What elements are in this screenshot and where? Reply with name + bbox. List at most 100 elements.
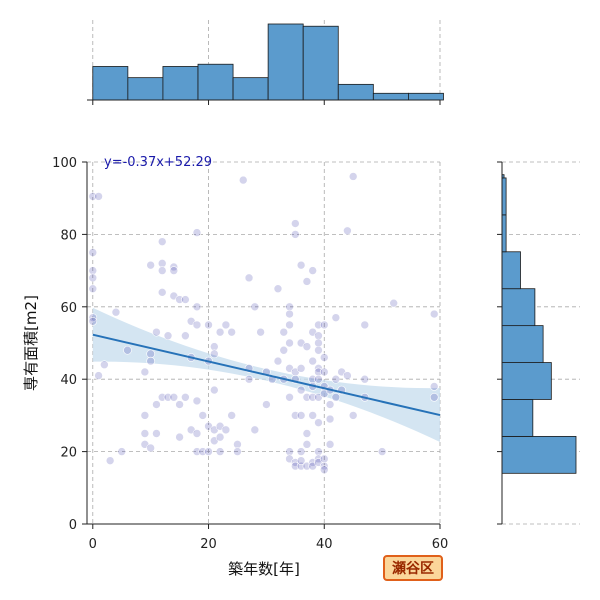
top-ticks bbox=[92, 100, 441, 105]
top-hist-bar bbox=[162, 66, 199, 101]
scatter-point bbox=[152, 429, 161, 438]
scatter-point bbox=[88, 316, 98, 326]
y-tick-label: 0 bbox=[69, 518, 77, 533]
scatter-point bbox=[215, 447, 225, 456]
scatter-point bbox=[296, 385, 306, 395]
scatter-point bbox=[105, 456, 115, 465]
scatter-point bbox=[279, 327, 289, 337]
y-axis-label: 専有面積[m2] bbox=[22, 295, 40, 391]
scatter-point bbox=[146, 349, 155, 359]
scatter-point bbox=[117, 447, 127, 456]
regression-equation: y=-0.37x+52.29 bbox=[104, 155, 212, 170]
scatter-point bbox=[244, 273, 254, 283]
scatter-point bbox=[285, 302, 294, 312]
scatter-point bbox=[215, 432, 225, 442]
scatter-point bbox=[204, 447, 213, 456]
scatter-point bbox=[262, 400, 271, 409]
scatter-point bbox=[343, 226, 352, 236]
scatter-point bbox=[319, 454, 329, 464]
right-hist-bar bbox=[501, 177, 507, 216]
right-hist-bar bbox=[501, 251, 521, 290]
scatter-point bbox=[285, 447, 294, 456]
scatter-point bbox=[331, 392, 341, 402]
scatter-point bbox=[94, 371, 103, 380]
scatter-point bbox=[146, 443, 155, 453]
y-tick-label: 100 bbox=[52, 156, 77, 171]
scatter-point bbox=[319, 461, 329, 471]
scatter-point bbox=[331, 374, 341, 384]
top-hist-bar bbox=[267, 23, 304, 101]
main-plot: 0 20 40 60 0 20 40 60 80 100 y=-0.37x+52.29 築年数[… bbox=[22, 155, 448, 578]
scatter-point bbox=[285, 309, 294, 319]
right-hist-bar bbox=[501, 435, 577, 474]
scatter-point bbox=[319, 320, 329, 330]
scatter-point bbox=[210, 342, 219, 351]
scatter-point bbox=[146, 356, 155, 366]
scatter-point bbox=[227, 411, 236, 420]
scatter-point bbox=[198, 411, 208, 420]
top-hist-bar bbox=[92, 66, 129, 101]
right-ticks bbox=[497, 161, 502, 525]
scatter-point bbox=[233, 440, 242, 449]
x-tick-label: 20 bbox=[200, 537, 217, 552]
scatter-point bbox=[325, 440, 335, 449]
scatter-point bbox=[250, 425, 260, 435]
scatter-point bbox=[157, 237, 167, 246]
scatter-point bbox=[279, 345, 289, 355]
scatter-point bbox=[308, 266, 317, 275]
scatter-point bbox=[331, 313, 341, 322]
scatter-point bbox=[192, 302, 202, 312]
scatter-point bbox=[285, 338, 294, 348]
scatter-point bbox=[152, 400, 161, 409]
scatter-point bbox=[319, 465, 329, 475]
scatter-point bbox=[221, 320, 231, 330]
scatter-point bbox=[360, 320, 370, 330]
scatter-point bbox=[302, 429, 312, 438]
top-hist-bar bbox=[372, 92, 409, 101]
scatter-point bbox=[221, 425, 231, 435]
scatter-point bbox=[192, 228, 202, 237]
right-marginal-histogram bbox=[497, 161, 580, 525]
x-tick-label: 40 bbox=[316, 537, 333, 552]
scatter-point bbox=[429, 392, 439, 402]
top-hist-bar bbox=[302, 25, 339, 101]
scatter-point bbox=[181, 392, 190, 402]
scatter-point bbox=[111, 307, 121, 317]
top-hist-bar bbox=[197, 63, 234, 101]
right-hist-bar bbox=[501, 288, 536, 327]
scatter-point bbox=[325, 414, 335, 424]
scatter-point bbox=[314, 374, 323, 384]
right-hist-bar bbox=[501, 214, 507, 253]
scatter-point bbox=[210, 385, 219, 395]
scatter-point bbox=[296, 260, 306, 270]
scatter-point bbox=[157, 266, 167, 275]
scatter-point bbox=[146, 260, 155, 270]
scatter-point bbox=[244, 374, 254, 384]
top-hist-bar bbox=[232, 77, 269, 101]
scatter-point bbox=[308, 356, 317, 366]
scatter-point bbox=[319, 353, 329, 362]
scatter-point bbox=[238, 175, 248, 185]
y-ticks: 0 20 40 60 80 100 bbox=[52, 156, 87, 533]
right-histogram-bars bbox=[501, 174, 577, 474]
scatter-point bbox=[181, 295, 190, 304]
scatter-point bbox=[140, 411, 150, 420]
scatter-point bbox=[389, 298, 399, 308]
scatter-point bbox=[192, 396, 202, 406]
right-hist-bar bbox=[501, 399, 534, 437]
right-hist-bar bbox=[501, 362, 552, 400]
x-ticks: 0 20 40 60 bbox=[89, 524, 448, 552]
scatter-point bbox=[285, 392, 294, 402]
y-tick-label: 80 bbox=[60, 228, 77, 243]
scatter-point bbox=[100, 360, 109, 370]
top-hist-bar bbox=[127, 77, 164, 101]
scatter-point bbox=[88, 266, 98, 275]
top-marginal-histogram bbox=[87, 20, 444, 105]
scatter-point bbox=[291, 230, 300, 239]
scatter-point bbox=[169, 262, 179, 272]
scatter-point bbox=[215, 327, 225, 337]
scatter-point bbox=[157, 259, 167, 268]
scatter-points bbox=[88, 172, 439, 475]
scatter-point bbox=[285, 320, 294, 330]
scatter-point bbox=[175, 400, 184, 409]
